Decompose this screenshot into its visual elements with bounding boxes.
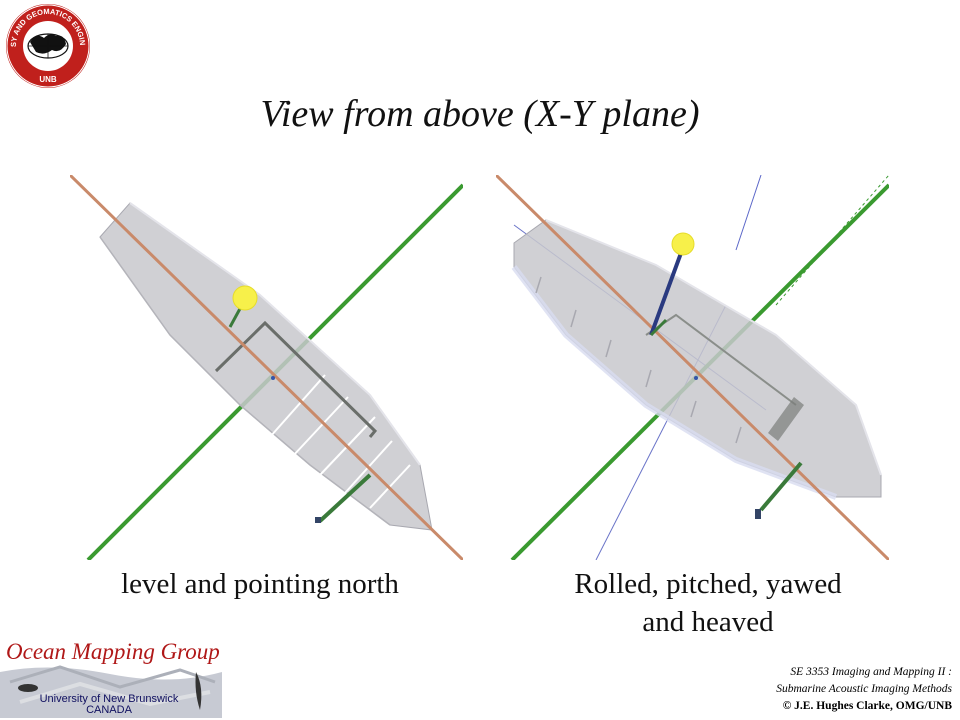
copyright-line: © J.E. Hughes Clarke, OMG/UNB	[782, 700, 952, 712]
reference-point-icon	[271, 376, 275, 380]
blue-axis-line	[735, 175, 762, 251]
seafloor-texture-icon	[0, 665, 222, 718]
sensor-ball-icon	[671, 232, 695, 256]
ocean-mapping-group-logo	[0, 632, 222, 718]
omg-country: CANADA	[86, 704, 132, 716]
fish-silhouette-icon	[18, 684, 38, 692]
course-line1: SE 3353 Imaging and Mapping II :	[790, 666, 952, 678]
course-line2: Submarine Acoustic Imaging Methods	[776, 683, 952, 695]
slide-title: View from above (X-Y plane)	[260, 93, 700, 135]
caption-rolled-line2: and heaved	[642, 606, 774, 638]
omg-university: University of New Brunswick CANADA	[14, 694, 204, 716]
geodesy-seal-logo: GEODESY AND GEOMATICS ENGINEERING UNB	[4, 2, 90, 88]
seal-bottom-text: UNB	[39, 75, 57, 84]
transducer-head-icon	[755, 509, 761, 519]
ship-silhouette-icon	[195, 672, 202, 710]
omg-university-name: University of New Brunswick	[39, 693, 179, 705]
caption-level: level and pointing north	[60, 565, 460, 603]
transducer-arm	[318, 473, 372, 523]
globe-icon	[27, 33, 69, 59]
mast-line	[649, 252, 683, 336]
vessel-view-rolled	[496, 175, 889, 560]
sensor-ball-icon	[232, 285, 258, 311]
caption-level-text: level and pointing north	[121, 568, 399, 600]
orange-axis-line	[496, 175, 889, 560]
caption-rolled: Rolled, pitched, yawed and heaved	[500, 565, 916, 641]
omg-title: Ocean Mapping Group	[6, 639, 220, 664]
transducer-head-icon	[315, 517, 321, 523]
caption-rolled-line1: Rolled, pitched, yawed	[574, 568, 842, 600]
orange-axis-line	[70, 175, 463, 560]
course-credits: SE 3353 Imaging and Mapping II : Submari…	[776, 664, 952, 715]
reference-point-icon	[694, 376, 698, 380]
vessel-view-level	[70, 175, 463, 560]
transducer-arm	[759, 461, 803, 512]
vessel-hull	[511, 219, 882, 500]
